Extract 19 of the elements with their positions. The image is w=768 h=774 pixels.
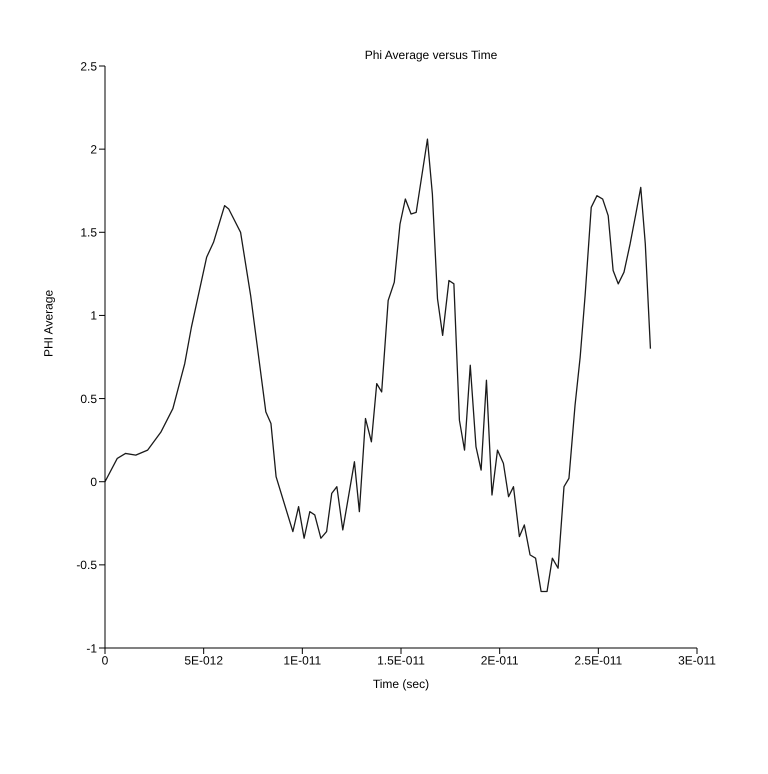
y-tick-label: -0.5 — [76, 558, 98, 572]
y-tick-label: 2.5 — [80, 59, 98, 74]
x-axis-title: Time (sec) — [372, 677, 430, 691]
line-series — [105, 138, 652, 592]
y-tick-label: 2 — [90, 142, 98, 156]
y-tick-label: 1.5 — [80, 226, 98, 240]
chart-title: Phi Average versus Time — [364, 48, 498, 62]
x-tick-label: 5E-012 — [184, 654, 224, 668]
y-tick-label: 1 — [90, 308, 98, 323]
x-tick-label: 2.5E-011 — [574, 654, 623, 668]
x-tick-label: 0 — [102, 654, 109, 668]
x-tick-label: 1E-011 — [283, 654, 322, 668]
y-tick-label: 0.5 — [80, 392, 98, 406]
y-axis-title: PHI Average — [41, 290, 56, 357]
x-tick-label: 2E-011 — [480, 654, 519, 668]
y-tick-label: -1 — [86, 641, 98, 656]
x-tick-label: 1.5E-011 — [377, 654, 426, 668]
y-tick-label: 0 — [90, 474, 98, 489]
x-tick-label: 3E-011 — [678, 654, 716, 668]
